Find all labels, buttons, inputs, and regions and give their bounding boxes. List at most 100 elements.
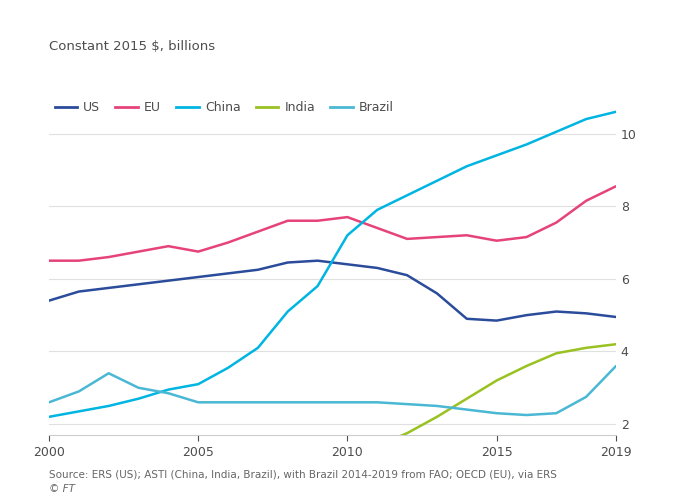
EU xyxy=(224,240,232,246)
China xyxy=(164,386,173,392)
EU xyxy=(104,254,113,260)
US xyxy=(194,274,202,280)
China xyxy=(522,142,531,148)
India xyxy=(433,414,441,420)
Legend: US, EU, China, India, Brazil: US, EU, China, India, Brazil xyxy=(50,96,399,119)
India xyxy=(612,341,620,347)
Brazil xyxy=(463,406,471,412)
India xyxy=(45,479,53,485)
US xyxy=(134,282,143,288)
China xyxy=(224,365,232,371)
EU xyxy=(75,258,83,264)
EU xyxy=(433,234,441,240)
Line: US: US xyxy=(49,260,616,320)
US xyxy=(582,310,590,316)
Text: Constant 2015 $, billions: Constant 2015 $, billions xyxy=(49,40,215,52)
EU xyxy=(45,258,53,264)
Brazil xyxy=(343,400,351,406)
US xyxy=(463,316,471,322)
EU xyxy=(552,220,561,226)
China xyxy=(343,232,351,238)
Line: EU: EU xyxy=(49,186,616,260)
China xyxy=(582,116,590,122)
India xyxy=(522,363,531,369)
Line: China: China xyxy=(49,112,616,417)
Brazil xyxy=(253,400,262,406)
US xyxy=(522,312,531,318)
Brazil xyxy=(612,363,620,369)
China xyxy=(253,345,262,351)
EU xyxy=(612,183,620,189)
US xyxy=(373,265,382,271)
Brazil xyxy=(284,400,292,406)
China xyxy=(433,178,441,184)
Brazil xyxy=(104,370,113,376)
India xyxy=(492,378,500,384)
Text: © FT: © FT xyxy=(49,484,75,494)
India xyxy=(314,463,322,469)
EU xyxy=(582,198,590,204)
India xyxy=(463,396,471,402)
China xyxy=(194,381,202,387)
Brazil xyxy=(522,412,531,418)
EU xyxy=(522,234,531,240)
EU xyxy=(134,248,143,254)
India xyxy=(284,466,292,472)
Brazil xyxy=(582,394,590,400)
India xyxy=(373,443,382,449)
Brazil xyxy=(194,400,202,406)
US xyxy=(75,288,83,294)
EU xyxy=(373,225,382,231)
Brazil xyxy=(492,410,500,416)
Brazil xyxy=(433,403,441,409)
US xyxy=(284,260,292,266)
US xyxy=(104,285,113,291)
US xyxy=(224,270,232,276)
China xyxy=(492,152,500,158)
India xyxy=(253,470,262,476)
EU xyxy=(343,214,351,220)
Text: Source: ERS (US); ASTI (China, India, Brazil), with Brazil 2014-2019 from FAO; O: Source: ERS (US); ASTI (China, India, Br… xyxy=(49,470,557,480)
China xyxy=(134,396,143,402)
EU xyxy=(492,238,500,244)
India xyxy=(194,475,202,481)
Brazil xyxy=(164,390,173,396)
US xyxy=(492,318,500,324)
India xyxy=(552,350,561,356)
India xyxy=(582,345,590,351)
US xyxy=(612,314,620,320)
Brazil xyxy=(75,388,83,394)
India xyxy=(134,476,143,482)
Brazil xyxy=(552,410,561,416)
Line: Brazil: Brazil xyxy=(49,366,616,415)
US xyxy=(314,258,322,264)
US xyxy=(552,308,561,314)
EU xyxy=(314,218,322,224)
India xyxy=(343,454,351,460)
US xyxy=(403,272,412,278)
EU xyxy=(403,236,412,242)
US xyxy=(433,290,441,296)
Brazil xyxy=(134,385,143,391)
Brazil xyxy=(403,401,412,407)
US xyxy=(343,262,351,268)
US xyxy=(164,278,173,283)
Brazil xyxy=(314,400,322,406)
EU xyxy=(194,248,202,254)
China xyxy=(403,192,412,198)
China xyxy=(612,109,620,115)
Brazil xyxy=(224,400,232,406)
US xyxy=(253,267,262,273)
EU xyxy=(164,243,173,249)
China xyxy=(463,164,471,170)
India xyxy=(104,478,113,484)
EU xyxy=(284,218,292,224)
China xyxy=(45,414,53,420)
India xyxy=(164,476,173,482)
EU xyxy=(463,232,471,238)
India xyxy=(75,478,83,484)
Brazil xyxy=(373,400,382,406)
India xyxy=(403,430,412,436)
China xyxy=(552,129,561,135)
US xyxy=(45,298,53,304)
